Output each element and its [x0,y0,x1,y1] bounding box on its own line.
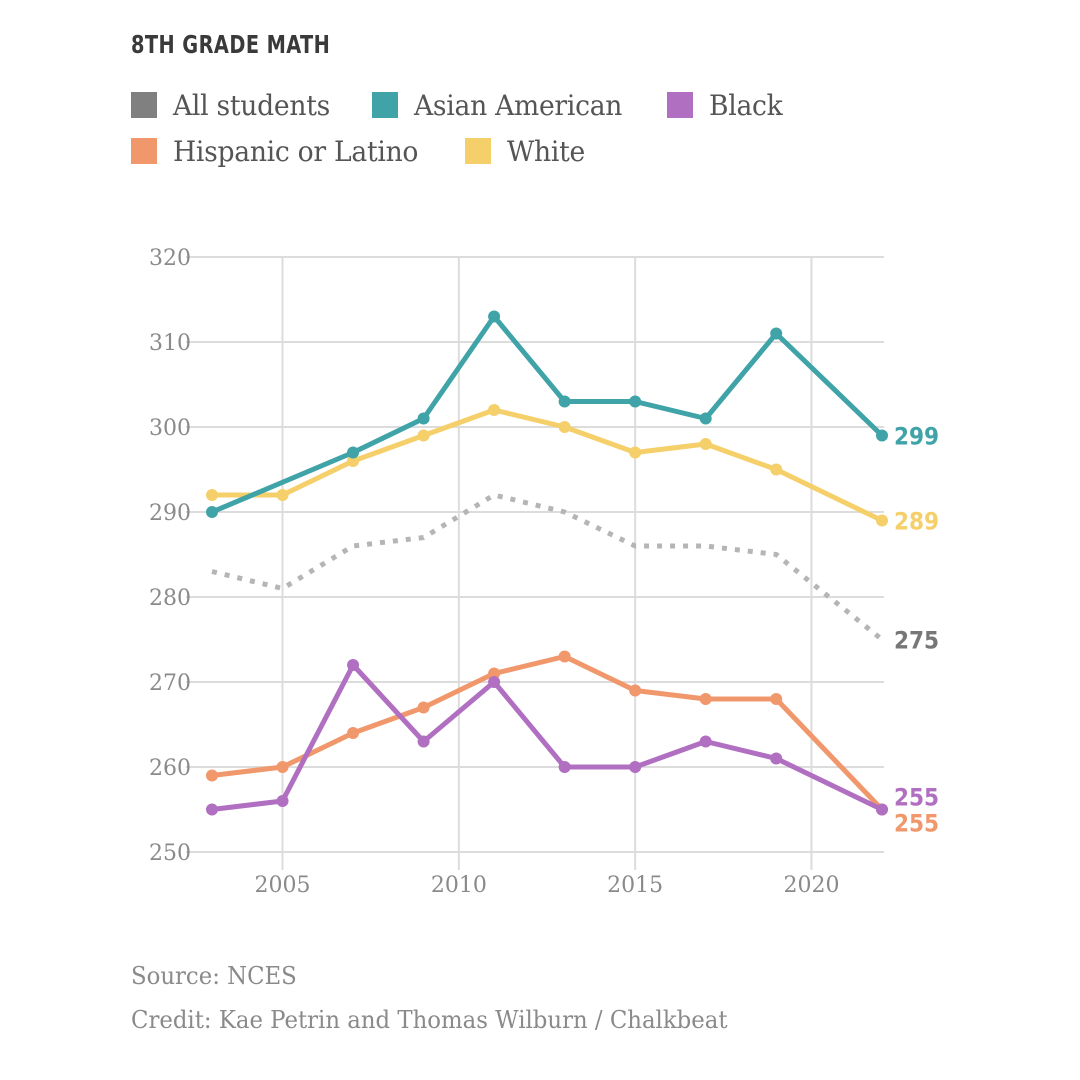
series-line-black [209,662,885,812]
x-tick-label: 2010 [431,873,487,898]
data-point-hispanic-or-latino [629,684,642,697]
series-all-students [211,492,884,642]
y-tick-label: 270 [149,671,191,696]
data-point-white [770,463,783,476]
legend-swatch [131,138,157,164]
legend-swatch [465,138,492,164]
legend-item-all-students: All students [131,89,338,122]
legend-swatch [372,92,399,118]
legend-label: Asian American [414,88,623,122]
legend-label: Hispanic or Latino [173,134,419,168]
series-line-hispanic-or-latino [209,654,885,812]
data-point-asian-american [488,310,501,323]
source-note: Source: NCES [131,962,297,990]
grid [186,256,884,870]
data-point-asian-american [206,506,218,518]
data-point-hispanic-or-latino [488,667,501,680]
series-black [206,659,888,816]
data-point-white [699,438,712,450]
credit-note: Credit: Kae Petrin and Thomas Wilburn / … [131,1006,728,1034]
data-point-hispanic-or-latino [206,769,218,782]
data-point-hispanic-or-latino [558,650,571,663]
data-point-white [876,514,888,527]
data-point-hispanic-or-latino [417,701,430,714]
data-point-black [770,752,783,765]
y-tick-label: 250 [149,841,191,866]
data-point-black [276,795,289,807]
data-point-black [876,803,888,816]
data-point-asian-american [770,327,783,340]
data-point-white [276,489,289,501]
x-axis: 2005 2010 2015 2020 [255,873,840,898]
data-point-black [558,761,571,773]
data-point-white [558,421,571,433]
data-point-hispanic-or-latino [770,693,783,705]
y-tick-label: 280 [149,586,191,611]
legend-item-hispanic-or-latino: Hispanic or Latino [131,135,431,168]
legend-item-black: Black [667,89,786,122]
series-group [206,310,888,816]
data-point-asian-american [629,395,642,408]
data-point-black [206,803,218,816]
end-label-asian-american: 299 [894,423,939,451]
legend-label: Black [709,88,783,122]
legend-item-asian-american: Asian American [372,89,633,122]
legend-item-white: White [465,135,589,168]
y-tick-label: 260 [149,756,191,781]
series-hispanic-or-latino [206,650,888,816]
y-tick-label: 300 [149,416,191,441]
data-point-black [699,735,712,748]
data-point-white [488,404,501,416]
y-tick-label: 290 [149,501,191,526]
data-point-black [629,761,642,773]
end-label-hispanic-or-latino: 255 [894,810,939,838]
data-point-asian-american [699,412,712,425]
series-white [206,404,888,527]
data-point-hispanic-or-latino [276,761,289,773]
legend-swatch [131,92,157,118]
x-tick-label: 2015 [607,873,663,898]
data-point-hispanic-or-latino [699,693,712,705]
legend-row: Hispanic or Latino White [131,128,931,174]
data-point-white [629,446,642,459]
data-point-black [347,659,360,671]
legend-label: White [507,134,586,168]
data-point-asian-american [347,446,360,459]
data-point-asian-american [876,429,888,442]
data-point-white [417,429,430,442]
series-line-all-students [211,492,884,642]
series-asian-american [206,310,888,518]
y-tick-label: 320 [149,246,191,271]
data-point-black [488,676,501,688]
data-point-white [347,455,360,467]
end-label-black: 255 [894,784,939,812]
chart-title: 8TH GRADE MATH [131,30,331,59]
end-label-white: 289 [894,508,939,536]
legend-row: All students Asian American Black [131,82,931,128]
y-tick-label: 310 [149,331,191,356]
legend-swatch [667,92,694,118]
data-point-asian-american [417,412,430,425]
data-point-asian-american [558,395,571,408]
data-point-white [206,489,218,501]
y-axis: 250 260 270 280 290 300 310 320 [149,246,191,866]
legend-label: All students [173,88,330,122]
data-point-hispanic-or-latino [347,727,360,739]
x-tick-label: 2020 [783,873,839,898]
end-label-all-students: 275 [894,627,939,655]
series-line-white [209,407,885,523]
x-tick-label: 2005 [255,873,311,898]
data-point-black [417,735,430,748]
legend: All students Asian American Black Hispan… [131,82,931,174]
